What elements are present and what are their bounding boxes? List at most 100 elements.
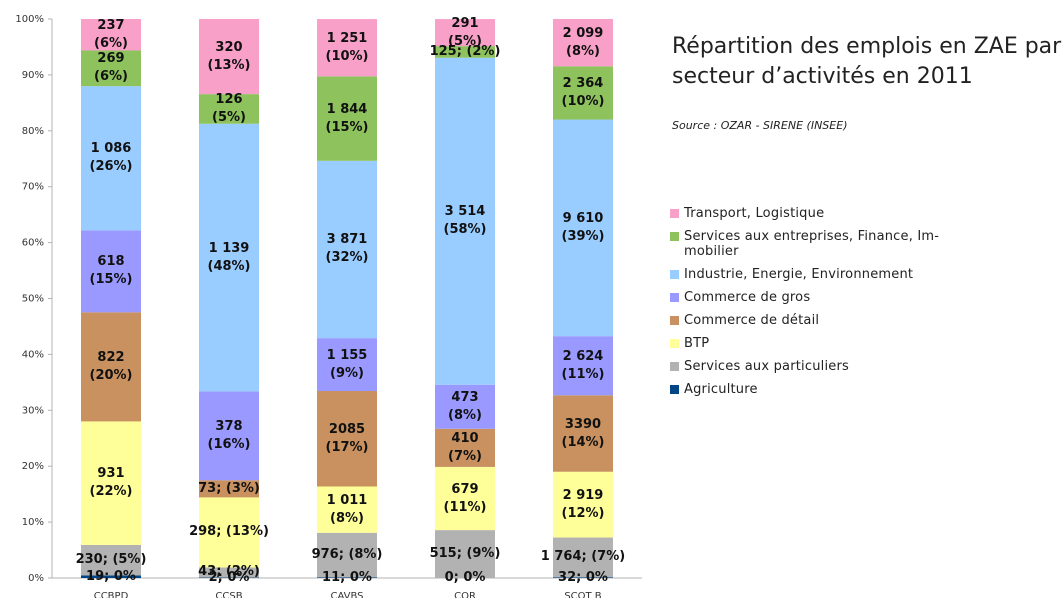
bar-segment	[317, 338, 377, 392]
legend-label: Commerce de gros	[684, 290, 811, 305]
bar-segment	[435, 46, 495, 58]
data-label: 410 (7%)	[448, 430, 482, 464]
y-tick-label: 60%	[22, 238, 44, 249]
legend-swatch	[670, 316, 679, 325]
data-label: 269 (6%)	[94, 51, 128, 85]
bar-segment	[317, 486, 377, 533]
data-label: 1 139 (48%)	[207, 240, 251, 274]
data-label: 2 624 (11%)	[561, 348, 605, 382]
legend-label: Industrie, Energie, Environnement	[684, 267, 914, 282]
data-label: 515; (9%)	[429, 546, 501, 562]
data-label: 2 919 (12%)	[561, 487, 605, 521]
data-label: 3 871 (32%)	[325, 232, 369, 266]
legend-label: Transport, Logistique	[684, 206, 825, 221]
data-label: 3390 (14%)	[561, 416, 605, 450]
bar-segment	[435, 530, 495, 578]
x-tick-label: CCBPD	[94, 591, 129, 598]
data-label: 237 (6%)	[94, 17, 128, 51]
legend-entry: Industrie, Energie, Environnement	[670, 267, 1000, 282]
bar-segment	[553, 395, 613, 472]
data-label: 1 844 (15%)	[325, 101, 369, 135]
bar-segment	[81, 544, 141, 576]
legend: Transport, Logistique Services aux entrep…	[670, 206, 1000, 405]
bar-segment	[553, 577, 613, 578]
bar-segment	[435, 466, 495, 531]
legend-swatch	[670, 293, 679, 302]
data-label: 73; (3%)	[198, 480, 260, 496]
y-tick-label: 10%	[22, 517, 44, 528]
legend-swatch	[670, 232, 679, 241]
data-label: 126 (5%)	[212, 91, 246, 125]
bar-segment	[199, 123, 259, 392]
bar-segment	[553, 119, 613, 337]
legend-label: Services aux particuliers	[684, 359, 849, 374]
data-label: 618 (15%)	[89, 254, 133, 288]
data-label: 378 (16%)	[207, 418, 251, 452]
bar-segment	[199, 391, 259, 481]
data-label: 1 764; (7%)	[540, 549, 626, 565]
bar-segment	[317, 76, 377, 161]
data-label: 1 011 (8%)	[326, 492, 368, 526]
data-label: 931 (22%)	[89, 466, 133, 500]
bar-segment	[199, 94, 259, 124]
legend-entry: Commerce de gros	[670, 290, 1000, 305]
legend-swatch	[670, 385, 679, 394]
bar-segment	[81, 421, 141, 545]
legend-entry: Agriculture	[670, 382, 1000, 397]
legend-label: Services aux entreprises, Finance, Im- m…	[684, 229, 940, 259]
data-label: 2 364 (10%)	[561, 75, 605, 109]
y-tick-label: 20%	[22, 461, 44, 472]
bar-segment	[199, 497, 259, 568]
data-label: 19; 0%	[86, 568, 136, 584]
y-tick-label: 70%	[22, 182, 44, 193]
data-label: 822 (20%)	[89, 349, 133, 383]
bar-segment	[81, 19, 141, 51]
bar-segment	[317, 160, 377, 339]
data-label: 0; 0%	[444, 570, 486, 585]
data-label: 1 086 (26%)	[89, 141, 133, 175]
data-label: 32; 0%	[558, 569, 608, 585]
y-tick-label: 80%	[22, 126, 44, 137]
y-tick-label: 50%	[22, 294, 44, 305]
bar-segment	[435, 19, 495, 47]
y-tick-label: 90%	[22, 70, 44, 81]
y-tick-label: 100%	[15, 14, 44, 25]
bar-segment	[553, 66, 613, 120]
data-label: 298; (13%)	[189, 524, 269, 540]
data-label: 320 (13%)	[207, 39, 251, 73]
bar-segment	[317, 391, 377, 487]
bar-segment	[81, 575, 141, 578]
x-tick-label: CCSB	[215, 591, 242, 598]
x-tick-label: COR	[454, 591, 476, 598]
legend-swatch	[670, 209, 679, 218]
legend-label: Commerce de détail	[684, 313, 820, 328]
legend-swatch	[670, 362, 679, 371]
bar-segment	[199, 480, 259, 498]
y-tick-label: 40%	[22, 349, 44, 360]
x-tick-label: SCOT B	[564, 591, 601, 598]
legend-label: BTP	[684, 336, 710, 351]
bar-segment	[435, 384, 495, 429]
data-label: 1 251 (10%)	[325, 30, 369, 64]
chart-subtitle: Source : OZAR - SIRENE (INSEE)	[672, 119, 848, 132]
y-tick-label: 0%	[28, 573, 44, 584]
bar-segment	[317, 19, 377, 77]
legend-entry: Transport, Logistique	[670, 206, 1000, 221]
data-label: 2; 0%	[208, 569, 250, 585]
legend-entry: Commerce de détail	[670, 313, 1000, 328]
bar-segment	[553, 471, 613, 538]
data-label: 43; (2%)	[198, 564, 260, 580]
bar-segment	[81, 50, 141, 87]
bar-segment	[199, 18, 259, 95]
data-label: 230; (5%)	[75, 552, 147, 568]
bar-segment	[317, 532, 377, 578]
bar-segment	[199, 567, 259, 578]
legend-entry: Services aux entreprises, Finance, Im- m…	[670, 229, 1000, 259]
legend-entry: BTP	[670, 336, 1000, 351]
data-label: 473 (8%)	[448, 389, 482, 423]
bar-segment	[317, 577, 377, 578]
bar-segment	[553, 537, 613, 578]
bar-segment	[81, 86, 141, 231]
